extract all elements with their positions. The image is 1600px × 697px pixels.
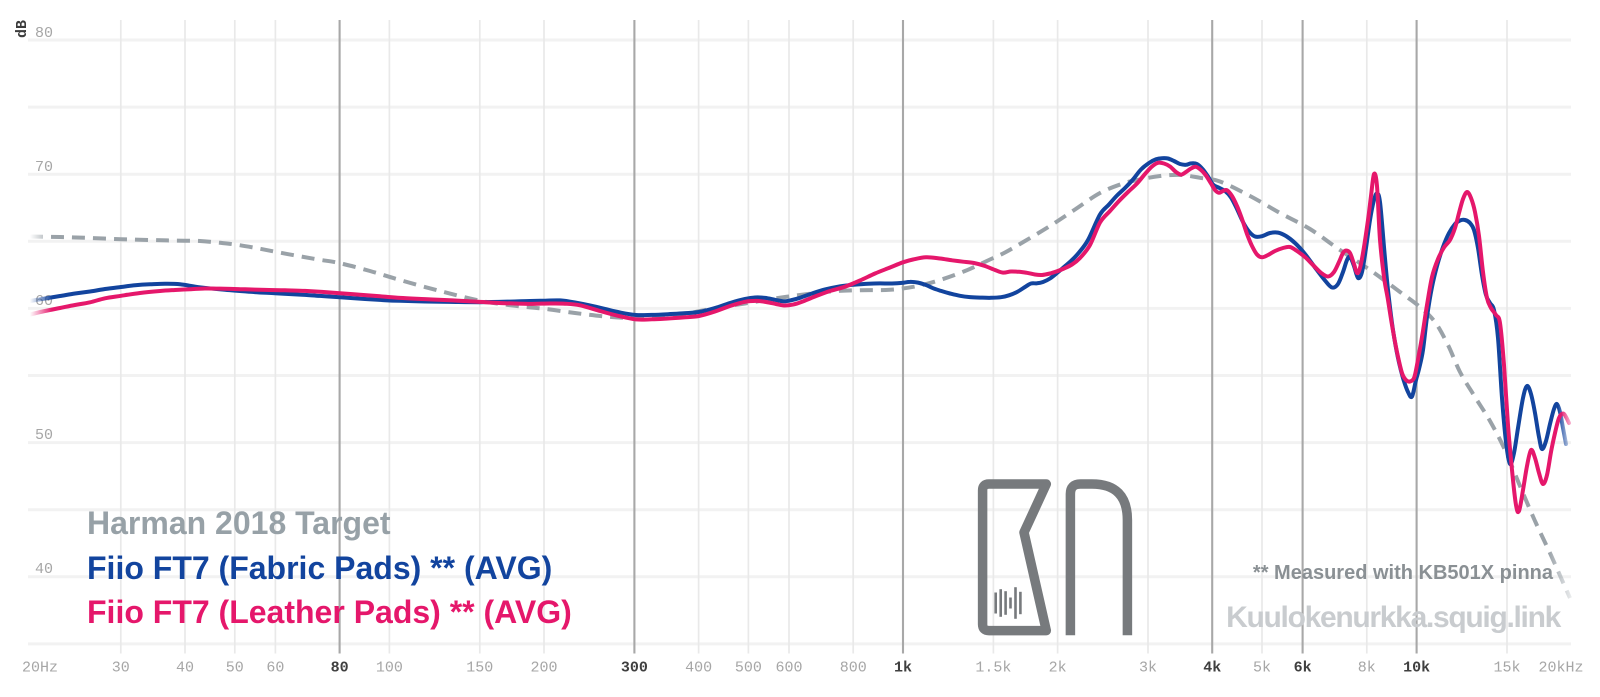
svg-text:50: 50	[226, 660, 244, 677]
svg-text:1k: 1k	[894, 660, 912, 677]
svg-text:800: 800	[840, 660, 867, 677]
svg-text:1.5k: 1.5k	[975, 660, 1011, 677]
svg-text:500: 500	[735, 660, 762, 677]
svg-text:Fiio FT7 (Fabric Pads) ** (AVG: Fiio FT7 (Fabric Pads) ** (AVG)	[87, 550, 552, 586]
svg-text:50: 50	[35, 427, 53, 444]
svg-text:40: 40	[35, 561, 53, 578]
svg-text:600: 600	[775, 660, 802, 677]
svg-text:20kHz: 20kHz	[1538, 660, 1583, 677]
svg-text:5k: 5k	[1253, 660, 1271, 677]
svg-text:300: 300	[621, 660, 648, 677]
svg-text:80: 80	[331, 660, 349, 677]
svg-text:200: 200	[530, 660, 557, 677]
svg-text:dB: dB	[14, 20, 31, 38]
svg-text:40: 40	[176, 660, 194, 677]
svg-text:30: 30	[112, 660, 130, 677]
svg-text:2k: 2k	[1049, 660, 1067, 677]
svg-text:60: 60	[266, 660, 284, 677]
svg-text:4k: 4k	[1203, 660, 1221, 677]
svg-text:400: 400	[685, 660, 712, 677]
svg-text:3k: 3k	[1139, 660, 1157, 677]
svg-text:Kuulokenurkka.squig.link: Kuulokenurkka.squig.link	[1226, 601, 1561, 634]
svg-text:** Measured with KB501X pinna: ** Measured with KB501X pinna	[1253, 562, 1554, 584]
svg-text:Harman 2018 Target: Harman 2018 Target	[87, 505, 391, 541]
svg-text:150: 150	[466, 660, 493, 677]
svg-text:Fiio FT7 (Leather Pads) ** (AV: Fiio FT7 (Leather Pads) ** (AVG)	[87, 594, 572, 630]
svg-text:70: 70	[35, 159, 53, 176]
svg-text:6k: 6k	[1294, 660, 1312, 677]
svg-text:15k: 15k	[1493, 660, 1520, 677]
svg-text:80: 80	[35, 25, 53, 42]
svg-text:10k: 10k	[1403, 660, 1430, 677]
svg-text:8k: 8k	[1358, 660, 1376, 677]
svg-text:100: 100	[376, 660, 403, 677]
svg-text:20Hz: 20Hz	[22, 660, 58, 677]
